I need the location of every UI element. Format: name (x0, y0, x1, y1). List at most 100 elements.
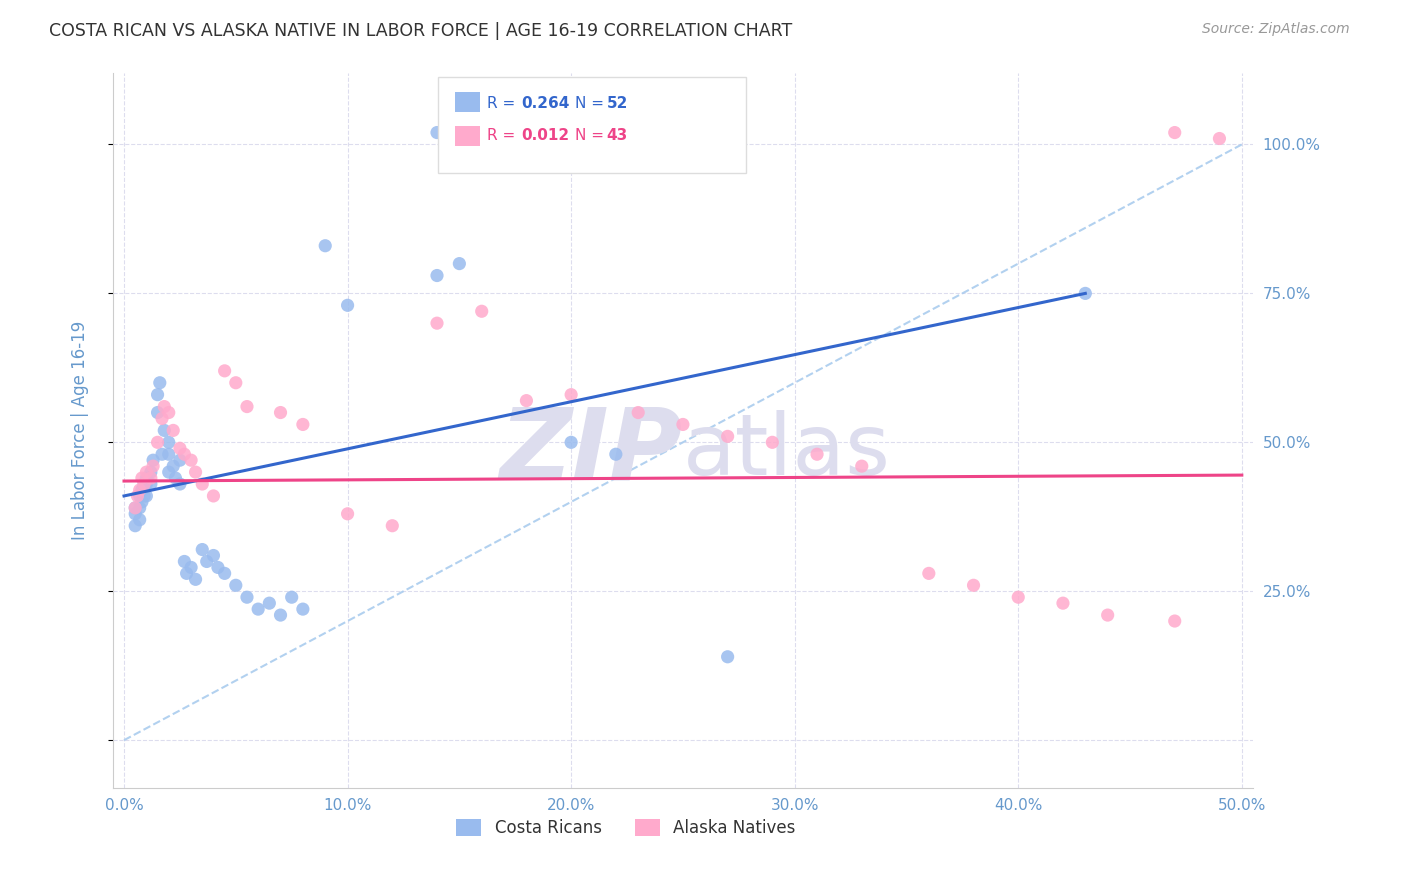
Point (214, 364, 236, 378)
Point (153, 424, 176, 438)
Point (131, 483, 153, 497)
Point (236, 400, 259, 414)
Point (169, 453, 191, 467)
Point (336, 298, 359, 312)
Point (426, 126, 449, 140)
Point (560, 435, 582, 450)
Point (270, 608, 292, 623)
Text: R =: R = (486, 128, 520, 144)
Point (605, 447, 627, 461)
Point (169, 477, 191, 491)
Point (761, 435, 783, 450)
Point (191, 477, 214, 491)
Point (494, 126, 516, 140)
Point (515, 393, 537, 408)
Point (124, 507, 146, 521)
Point (471, 126, 494, 140)
Point (1052, 596, 1074, 610)
Point (280, 591, 302, 605)
Point (225, 376, 247, 390)
Point (195, 554, 218, 568)
Point (627, 405, 650, 419)
Text: N =: N = (575, 95, 609, 111)
Point (717, 649, 740, 664)
Text: 0.264: 0.264 (522, 95, 569, 111)
Point (184, 465, 207, 479)
Point (146, 435, 169, 450)
Legend: Costa Ricans, Alaska Natives: Costa Ricans, Alaska Natives (450, 813, 803, 844)
Text: COSTA RICAN VS ALASKA NATIVE IN LABOR FORCE | AGE 16-19 CORRELATION CHART: COSTA RICAN VS ALASKA NATIVE IN LABOR FO… (49, 22, 793, 40)
Point (291, 417, 314, 432)
Text: Source: ZipAtlas.com: Source: ZipAtlas.com (1202, 22, 1350, 37)
Point (127, 489, 149, 503)
Point (149, 376, 172, 390)
Point (191, 542, 214, 557)
Point (918, 566, 941, 581)
Point (157, 405, 180, 419)
Point (717, 429, 740, 443)
Point (207, 560, 229, 574)
Text: 0.012: 0.012 (522, 128, 569, 144)
Point (176, 566, 198, 581)
Point (449, 126, 471, 140)
Point (1074, 286, 1097, 301)
Text: ZIP: ZIP (501, 403, 683, 500)
Text: R =: R = (486, 95, 520, 111)
Point (142, 459, 165, 474)
Point (162, 424, 184, 438)
Point (1164, 126, 1187, 140)
Point (150, 411, 173, 425)
Point (1007, 591, 1029, 605)
Point (124, 500, 146, 515)
Point (150, 447, 173, 461)
Point (157, 435, 180, 450)
Point (157, 447, 180, 461)
Point (135, 465, 157, 479)
Point (560, 387, 582, 401)
Point (139, 465, 162, 479)
Point (139, 477, 162, 491)
Text: N =: N = (575, 128, 609, 144)
Point (128, 513, 150, 527)
Point (180, 453, 202, 467)
Point (336, 507, 359, 521)
Point (449, 257, 471, 271)
Point (124, 500, 146, 515)
Point (157, 465, 180, 479)
Point (806, 447, 828, 461)
Point (162, 459, 184, 474)
Point (135, 489, 157, 503)
Point (426, 268, 449, 283)
Point (259, 596, 281, 610)
Point (270, 405, 292, 419)
Point (173, 447, 195, 461)
Point (135, 471, 157, 485)
Point (314, 238, 336, 252)
Point (128, 489, 150, 503)
Point (139, 471, 162, 485)
Point (131, 495, 153, 509)
Y-axis label: In Labor Force | Age 16-19: In Labor Force | Age 16-19 (72, 321, 89, 540)
Point (180, 560, 202, 574)
Point (146, 405, 169, 419)
Point (214, 566, 236, 581)
FancyBboxPatch shape (456, 92, 479, 112)
Point (173, 554, 195, 568)
Point (142, 453, 165, 467)
Text: 43: 43 (606, 128, 627, 144)
Point (134, 477, 156, 491)
FancyBboxPatch shape (437, 77, 745, 173)
FancyBboxPatch shape (456, 126, 479, 146)
Point (134, 489, 156, 503)
Point (236, 591, 259, 605)
Point (202, 489, 225, 503)
Point (165, 471, 187, 485)
Point (202, 549, 225, 563)
Point (851, 459, 873, 474)
Point (291, 602, 314, 616)
Point (153, 400, 176, 414)
Text: 52: 52 (606, 95, 628, 111)
Point (146, 387, 169, 401)
Point (169, 442, 191, 456)
Point (1208, 131, 1230, 145)
